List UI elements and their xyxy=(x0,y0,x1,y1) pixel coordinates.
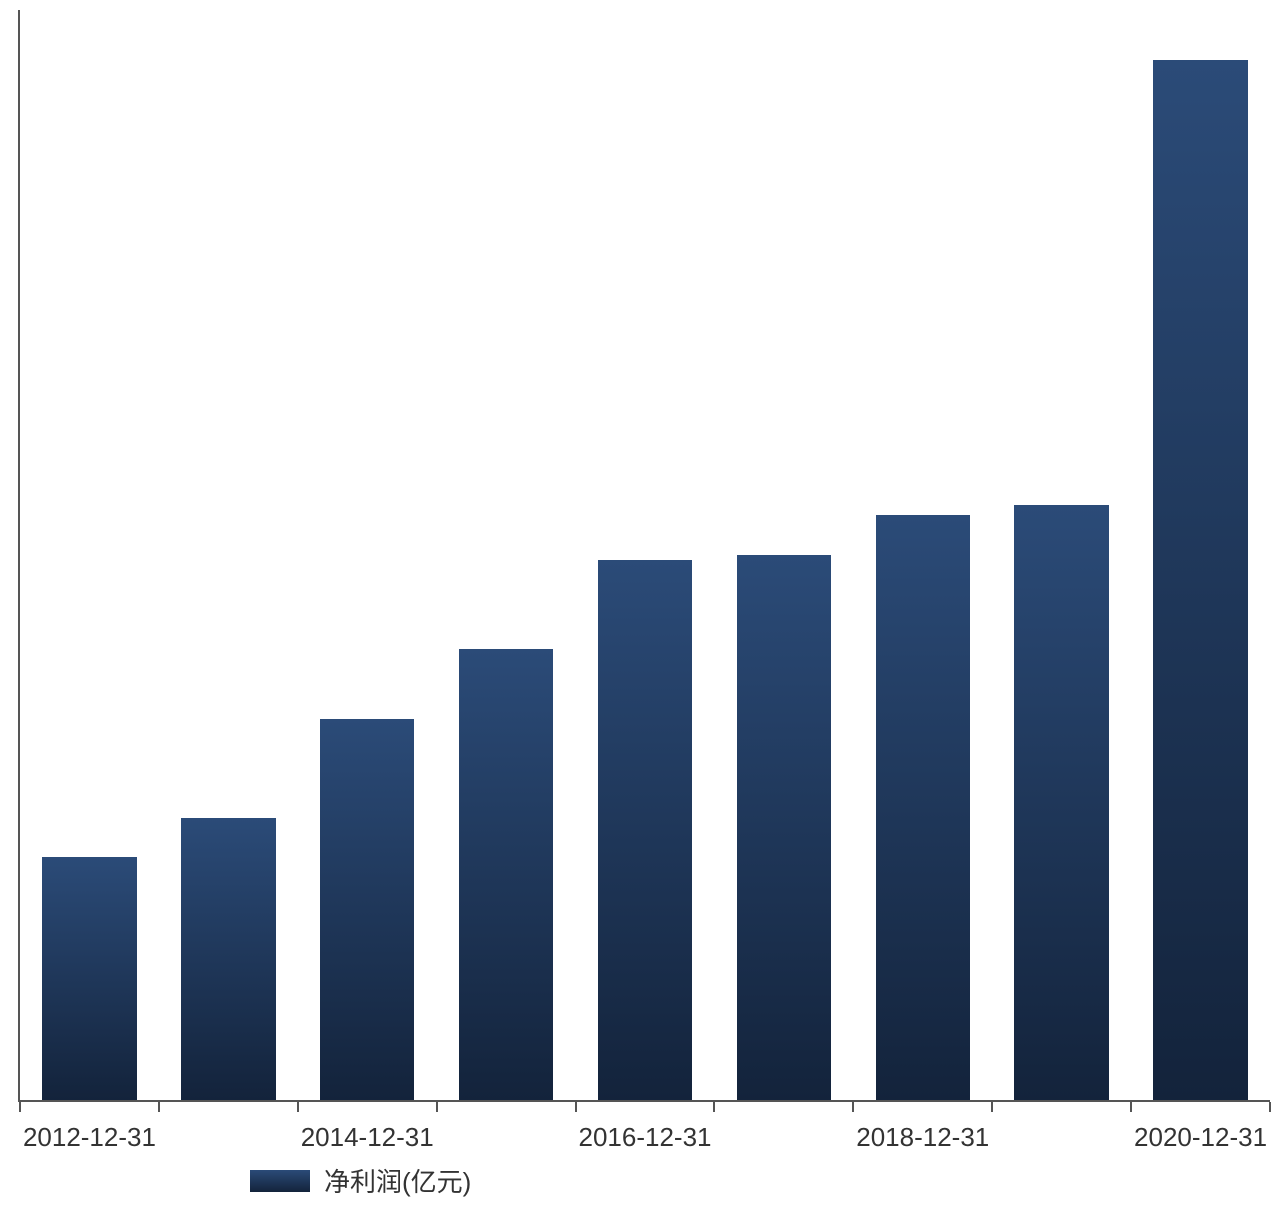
x-tick xyxy=(436,1102,438,1112)
bar xyxy=(598,560,692,1100)
x-tick xyxy=(1269,1102,1271,1112)
bar xyxy=(876,515,970,1100)
bar xyxy=(1014,505,1108,1100)
x-tick xyxy=(297,1102,299,1112)
plot-area: 2012-12-312014-12-312016-12-312018-12-31… xyxy=(20,10,1270,1100)
bar xyxy=(459,649,553,1100)
x-axis-label: 2020-12-31 xyxy=(1134,1122,1267,1153)
x-tick xyxy=(575,1102,577,1112)
x-axis-label: 2018-12-31 xyxy=(856,1122,989,1153)
legend-swatch xyxy=(250,1170,310,1192)
x-tick xyxy=(852,1102,854,1112)
x-axis xyxy=(20,1100,1270,1102)
y-axis xyxy=(18,10,20,1102)
x-axis-label: 2014-12-31 xyxy=(301,1122,434,1153)
legend-label: 净利润(亿元) xyxy=(324,1162,471,1199)
bar xyxy=(42,857,136,1100)
legend: 净利润(亿元) xyxy=(250,1162,471,1199)
x-tick xyxy=(713,1102,715,1112)
x-tick xyxy=(1130,1102,1132,1112)
bar-chart: 2012-12-31 2014-12-31 2016-12-31 2018-12-31… xyxy=(0,0,1280,1206)
bar xyxy=(181,818,275,1100)
bar xyxy=(737,555,831,1100)
x-tick xyxy=(991,1102,993,1112)
x-tick xyxy=(158,1102,160,1112)
x-axis-label: 2012-12-31 xyxy=(23,1122,156,1153)
bar xyxy=(320,719,414,1101)
x-tick xyxy=(19,1102,21,1112)
bar xyxy=(1153,60,1247,1100)
x-axis-label: 2016-12-31 xyxy=(579,1122,712,1153)
